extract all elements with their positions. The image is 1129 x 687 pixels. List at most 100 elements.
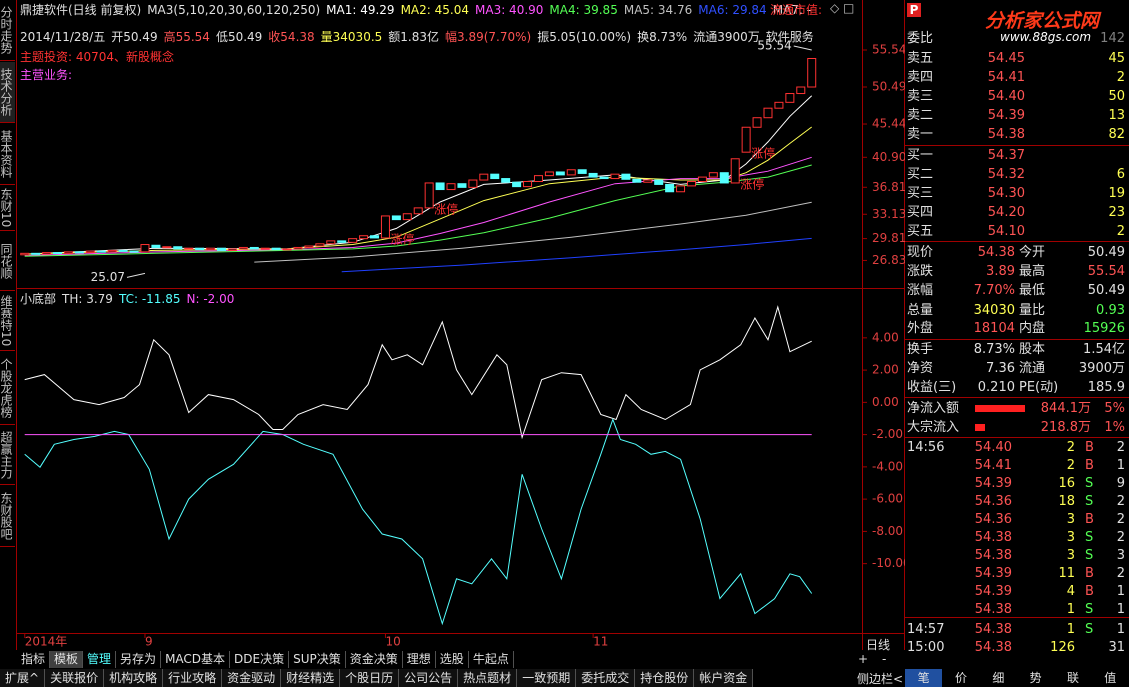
side-tab[interactable]: 基本资料	[0, 124, 15, 185]
tab[interactable]: 指标	[17, 651, 51, 668]
stat-label: 最低	[1019, 283, 1046, 298]
candle	[53, 252, 63, 255]
theme-info: 主题投资: 40704、新股概念	[20, 50, 175, 64]
stat-label: 今开	[1019, 245, 1046, 260]
zoom-out[interactable]: -	[882, 652, 887, 666]
candle	[719, 172, 729, 184]
book-volume: 2	[1116, 70, 1125, 85]
book-label: 卖一	[907, 127, 934, 142]
tick-price: 54.39	[974, 566, 1012, 581]
view-tab[interactable]: 笔	[905, 669, 943, 687]
tab[interactable]: SUP决策	[289, 651, 346, 668]
tick-count: 3	[1116, 548, 1125, 563]
view-tab[interactable]: 联	[1054, 669, 1092, 687]
menu-item[interactable]: 扩展^	[0, 669, 46, 687]
tab[interactable]: MACD基本	[161, 651, 231, 668]
side-tab[interactable]: 同花顺	[0, 232, 15, 291]
menu-item[interactable]: 行业攻略	[163, 669, 223, 687]
header-item: 流通3900万	[693, 30, 760, 44]
candle	[555, 171, 565, 176]
stat-value: 34030	[973, 303, 1015, 318]
book-label: 买一	[907, 148, 934, 163]
header-item: 额1.83亿	[388, 30, 440, 44]
menu-item[interactable]: 持仓股份	[635, 669, 695, 687]
series-line	[24, 95, 813, 255]
book-volume: 2	[1116, 224, 1125, 239]
view-tab[interactable]: 势	[1016, 669, 1055, 687]
menu-item[interactable]: 一致预期	[517, 669, 577, 687]
book-price: 54.32	[987, 167, 1025, 182]
candle	[42, 252, 52, 255]
tab[interactable]: 资金决策	[345, 651, 403, 668]
menu-item[interactable]: 机构攻略	[104, 669, 164, 687]
tick-count: 2	[1116, 566, 1125, 581]
candle	[676, 185, 686, 193]
tick-price: 54.38	[974, 530, 1012, 545]
zoom-in[interactable]: +	[858, 652, 869, 666]
candle	[391, 215, 401, 221]
tick-side: S	[1085, 530, 1094, 545]
menu-item[interactable]: 热点题材	[458, 669, 518, 687]
candle	[763, 107, 773, 119]
tick-volume: 18	[1058, 494, 1075, 509]
y-tick-label: -6.00	[872, 492, 903, 506]
tick-side: S	[1085, 602, 1094, 617]
side-tab[interactable]: 分时走势	[0, 0, 15, 61]
stat-value: 185.9	[1087, 380, 1125, 395]
menu-item[interactable]: 帐户资金	[694, 669, 754, 687]
y-tick-label: -8.00	[872, 524, 903, 538]
candle	[282, 248, 292, 251]
book-price: 54.38	[987, 127, 1025, 142]
tab[interactable]: 另存为	[116, 651, 162, 668]
candle	[490, 173, 500, 180]
candle	[227, 248, 237, 251]
annotation-arrow	[793, 45, 812, 51]
candle	[140, 244, 150, 253]
book-label: 卖二	[907, 108, 934, 123]
book-volume: 50	[1108, 89, 1125, 104]
candle	[610, 173, 620, 180]
view-tab[interactable]: 值	[1091, 669, 1129, 687]
stat-value: 7.36	[986, 361, 1015, 376]
menu-item[interactable]: 关联报价	[45, 669, 105, 687]
side-tab[interactable]: 个股龙虎榜	[0, 352, 15, 425]
candle	[20, 252, 30, 256]
tab[interactable]: 理想	[402, 651, 436, 668]
candle	[621, 173, 631, 180]
side-tab[interactable]: 维赛特10	[0, 292, 15, 351]
menu-item[interactable]: 公司公告	[399, 669, 459, 687]
ratio-value: 142	[1100, 31, 1125, 46]
candle	[151, 244, 161, 248]
tick-count: 2	[1116, 530, 1125, 545]
candle	[446, 183, 456, 191]
view-tab[interactable]: 细	[979, 669, 1017, 687]
sidebar-toggle[interactable]: 侧边栏<	[857, 672, 904, 686]
candle	[686, 180, 696, 187]
side-tab[interactable]: 技术分析	[0, 62, 15, 123]
menu-item[interactable]: 委托成交	[576, 669, 636, 687]
side-view-tabs: 笔价细势联值	[905, 669, 1129, 687]
side-tab[interactable]: 超赢主力	[0, 426, 15, 485]
candle	[730, 158, 740, 184]
menu-item[interactable]: 资金驱动	[222, 669, 282, 687]
side-tab[interactable]: 东财股吧	[0, 486, 15, 547]
tab[interactable]: DDE决策	[230, 651, 290, 668]
menu-item[interactable]: 财经精选	[281, 669, 341, 687]
stat-label: 流通	[1019, 361, 1046, 376]
candle	[708, 172, 718, 178]
tick-volume: 1	[1066, 602, 1075, 617]
tab[interactable]: 模板	[50, 651, 84, 668]
tab[interactable]: 牛起点	[468, 651, 514, 668]
side-tab[interactable]: 东财10	[0, 186, 15, 231]
menu-item[interactable]: 个股日历	[340, 669, 400, 687]
limit-up-marker: 涨停	[740, 176, 764, 191]
tick-price: 54.36	[974, 494, 1012, 509]
y-tick-label: -4.00	[872, 459, 903, 473]
tab[interactable]: 管理	[83, 651, 117, 668]
stat-value: 8.73%	[973, 342, 1015, 357]
separator	[905, 241, 1129, 242]
view-tab[interactable]: 价	[942, 669, 980, 687]
tab[interactable]: 选股	[435, 651, 469, 668]
x-tick-label: 11	[593, 635, 608, 649]
ratio-label: 委比	[907, 31, 934, 46]
